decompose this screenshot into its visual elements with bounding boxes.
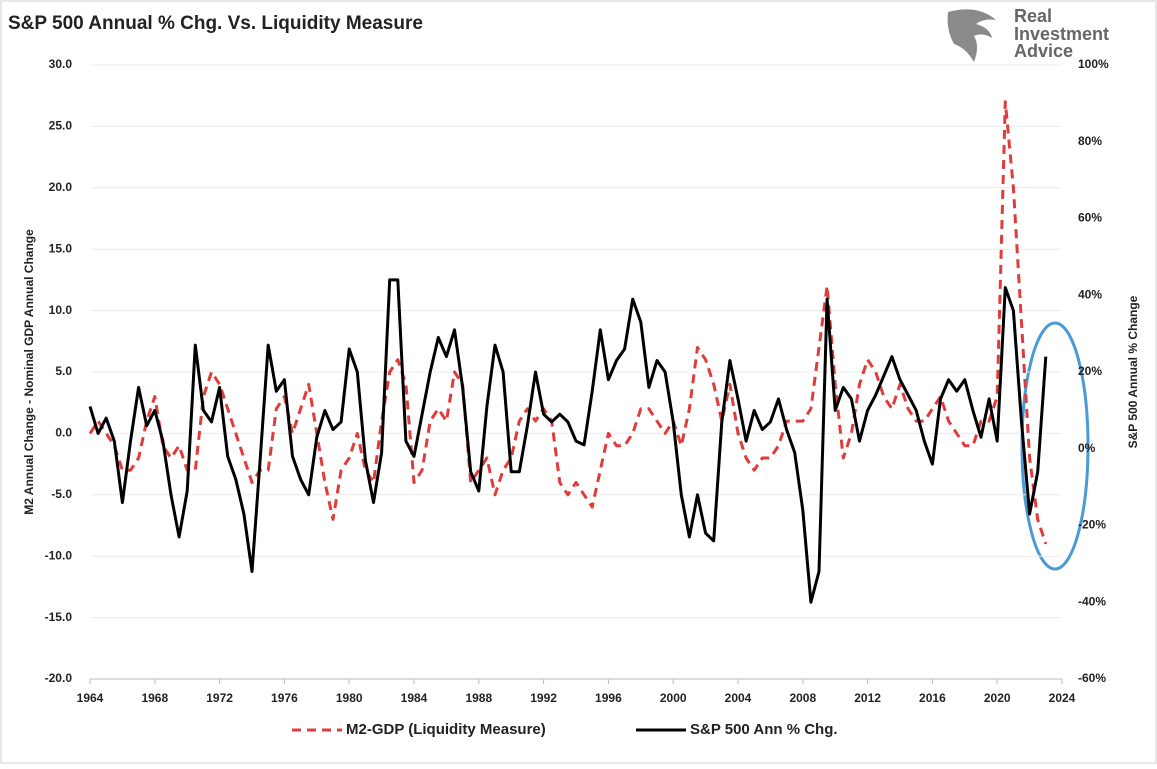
legend-label: M2-GDP (Liquidity Measure) bbox=[346, 721, 546, 738]
x-tick-label: 1964 bbox=[77, 691, 104, 705]
y2-tick-label: 60% bbox=[1078, 211, 1102, 225]
y-tick-label: 30.0 bbox=[49, 57, 73, 71]
x-tick-label: 1980 bbox=[336, 691, 363, 705]
x-tick-label: 2024 bbox=[1049, 691, 1076, 705]
x-tick-label: 1968 bbox=[141, 691, 168, 705]
series-line bbox=[88, 100, 1048, 545]
y-tick-label: -20.0 bbox=[45, 671, 73, 685]
y2-tick-label: -40% bbox=[1078, 594, 1106, 608]
y2-tick-label: -20% bbox=[1078, 518, 1106, 532]
y2-tick-label: 100% bbox=[1078, 57, 1109, 71]
y-tick-label: -5.0 bbox=[51, 487, 72, 501]
y-axis-label: M2 Annual Change - Nominal GDP Annual Ch… bbox=[22, 229, 36, 515]
y2-tick-label: -60% bbox=[1078, 671, 1106, 685]
x-tick-label: 1988 bbox=[465, 691, 492, 705]
y2-tick-label: 20% bbox=[1078, 364, 1102, 378]
y-tick-label: 5.0 bbox=[55, 364, 72, 378]
logo: Real Investment Advice bbox=[947, 6, 1109, 63]
y-tick-label: -15.0 bbox=[45, 610, 73, 624]
series-line bbox=[88, 278, 1048, 604]
x-tick-label: 2020 bbox=[984, 691, 1011, 705]
y-tick-label: -10.0 bbox=[45, 548, 73, 562]
y-tick-label: 10.0 bbox=[49, 303, 73, 317]
logo-icon bbox=[947, 9, 996, 63]
x-tick-label: 1992 bbox=[530, 691, 557, 705]
logo-text: Advice bbox=[1014, 41, 1073, 61]
chart-title: S&P 500 Annual % Chg. Vs. Liquidity Meas… bbox=[8, 13, 423, 34]
x-tick-label: 1972 bbox=[206, 691, 233, 705]
y-tick-label: 0.0 bbox=[55, 426, 72, 440]
y-tick-label: 15.0 bbox=[49, 241, 73, 255]
x-tick-label: 2016 bbox=[919, 691, 946, 705]
x-tick-label: 2012 bbox=[854, 691, 881, 705]
x-tick-label: 2004 bbox=[725, 691, 752, 705]
y-tick-label: 20.0 bbox=[49, 180, 73, 194]
highlight-ellipse bbox=[1020, 321, 1090, 571]
y2-tick-label: 0% bbox=[1078, 441, 1096, 455]
x-tick-label: 2000 bbox=[660, 691, 687, 705]
logo-text: Investment bbox=[1014, 24, 1109, 44]
y2-tick-label: 80% bbox=[1078, 134, 1102, 148]
legend-label: S&P 500 Ann % Chg. bbox=[690, 721, 838, 738]
logo-text: Real bbox=[1014, 6, 1052, 26]
y2-tick-label: 40% bbox=[1078, 287, 1102, 301]
x-tick-label: 1976 bbox=[271, 691, 298, 705]
x-tick-label: 2008 bbox=[789, 691, 816, 705]
y2-axis-label: S&P 500 Annual % Change bbox=[1126, 295, 1140, 448]
x-tick-label: 1984 bbox=[401, 691, 428, 705]
y-tick-label: 25.0 bbox=[49, 119, 73, 133]
x-tick-label: 1996 bbox=[595, 691, 622, 705]
